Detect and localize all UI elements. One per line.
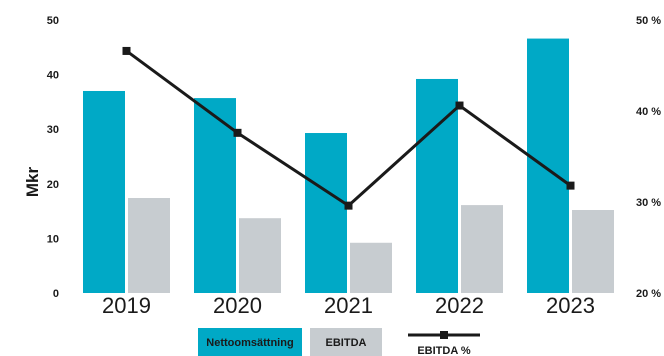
legend: Nettoomsättning EBITDA EBITDA % xyxy=(198,328,480,356)
left-tick-label: 40 xyxy=(47,70,59,82)
y-axis-label: Mkr xyxy=(23,167,42,198)
ebitda-percent-marker-2022 xyxy=(455,101,464,110)
bar-ebitda-2021 xyxy=(350,242,392,293)
legend-swatch-ebitda xyxy=(310,328,382,356)
left-tick-label: 0 xyxy=(53,288,59,300)
legend-marker-ebitda-percent xyxy=(440,331,448,339)
left-tick-label: 30 xyxy=(47,124,59,136)
ebitda-percent-marker-2019 xyxy=(122,46,131,55)
ebitda-percent-marker-2021 xyxy=(344,201,353,210)
category-labels: 2019 2020 2021 2022 2023 xyxy=(102,293,595,318)
legend-label-ebitda: EBITDA xyxy=(326,337,367,349)
bar-nettoomsattning-2021 xyxy=(305,133,347,293)
right-tick-label: 30 % xyxy=(636,197,661,209)
ebitda-percent-marker-2023 xyxy=(566,181,575,190)
category-label: 2020 xyxy=(213,293,262,318)
bar-nettoomsattning-2019 xyxy=(83,90,125,293)
left-tick-label: 50 xyxy=(47,15,59,27)
ebitda-percent-line xyxy=(122,46,575,210)
legend-label-ebitda-percent: EBITDA % xyxy=(417,345,471,356)
right-tick-label: 40 % xyxy=(636,106,661,118)
ebitda-percent-polyline xyxy=(125,49,572,208)
left-tick-label: 10 xyxy=(47,233,59,245)
bar-nettoomsattning-2023 xyxy=(527,38,569,294)
category-label: 2021 xyxy=(324,293,373,318)
bars xyxy=(83,38,614,294)
category-label: 2023 xyxy=(546,293,595,318)
bar-ebitda-2023 xyxy=(572,210,614,293)
legend-label-nettoomsattning: Nettoomsättning xyxy=(206,337,293,349)
bar-nettoomsattning-2020 xyxy=(194,98,236,293)
legend-swatch-nettoomsattning xyxy=(198,328,302,356)
right-tick-label: 50 % xyxy=(636,15,661,27)
right-tick-label: 20 % xyxy=(636,288,661,300)
right-axis-ticks: 20 % 30 % 40 % 50 % xyxy=(636,15,661,300)
bar-ebitda-2019 xyxy=(128,197,170,293)
category-label: 2019 xyxy=(102,293,151,318)
left-tick-label: 20 xyxy=(47,179,59,191)
category-label: 2022 xyxy=(435,293,484,318)
left-axis-ticks: 0 10 20 30 40 50 xyxy=(47,15,59,300)
ebitda-percent-marker-2020 xyxy=(233,128,242,137)
bar-ebitda-2022 xyxy=(461,205,503,293)
bar-ebitda-2020 xyxy=(239,218,281,293)
